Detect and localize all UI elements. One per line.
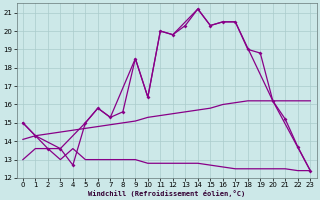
X-axis label: Windchill (Refroidissement éolien,°C): Windchill (Refroidissement éolien,°C) [88, 190, 245, 197]
